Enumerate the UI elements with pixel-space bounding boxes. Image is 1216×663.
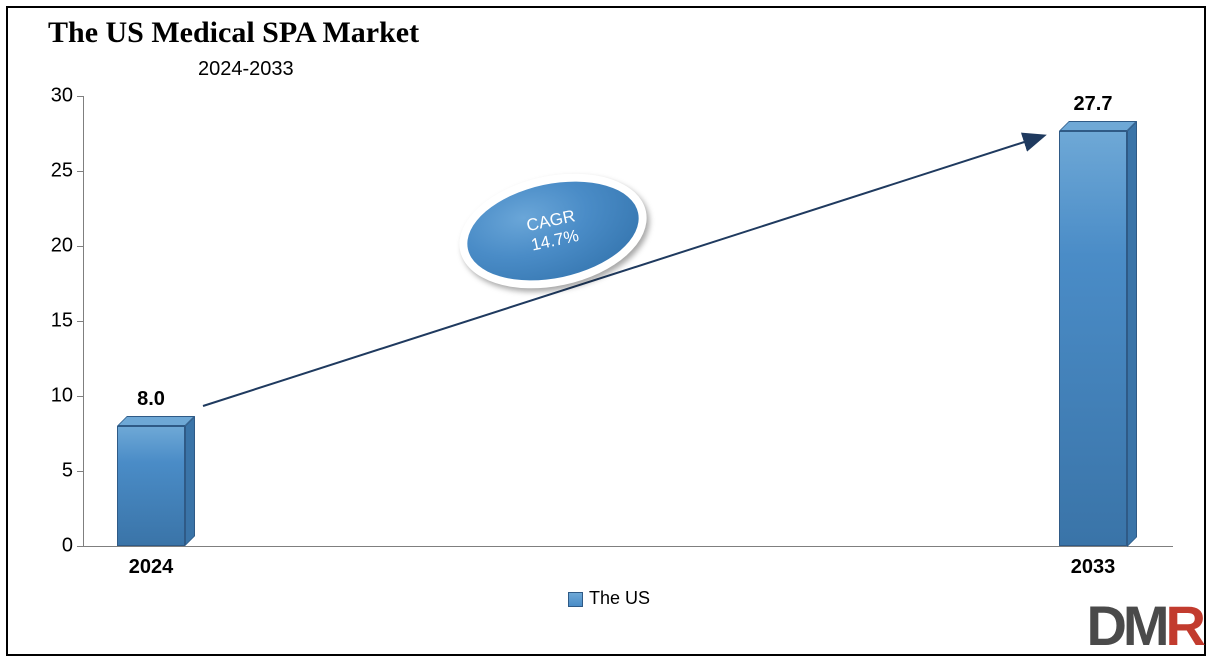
logo-letter-m: M <box>1123 594 1166 657</box>
y-tick-label: 15 <box>13 310 73 333</box>
legend-label: The US <box>589 588 650 608</box>
chart-title: The US Medical SPA Market <box>48 16 419 50</box>
y-tick-mark <box>77 246 83 247</box>
legend-swatch <box>568 592 583 607</box>
bar-top-face <box>1059 121 1137 131</box>
bar-side-face <box>1127 121 1137 547</box>
y-tick-label: 25 <box>13 160 73 183</box>
chart-subtitle: 2024-2033 <box>198 58 294 81</box>
y-tick-label: 0 <box>13 535 73 558</box>
legend: The US <box>568 588 650 609</box>
y-tick-mark <box>77 471 83 472</box>
y-tick-mark <box>77 321 83 322</box>
bar-side-face <box>185 416 195 546</box>
logo-letter-d: D <box>1086 594 1122 657</box>
bar <box>117 426 185 546</box>
bar-front-face <box>117 426 185 546</box>
bar-value-label: 8.0 <box>137 388 165 411</box>
y-tick-label: 10 <box>13 385 73 408</box>
plot-area: CAGR 14.7% 0510152025308.0202427.72033 <box>83 96 1173 546</box>
y-tick-mark <box>77 546 83 547</box>
bar-top-face <box>117 416 195 426</box>
bar-value-label: 27.7 <box>1074 93 1113 116</box>
y-tick-label: 20 <box>13 235 73 258</box>
bar <box>1059 131 1127 547</box>
y-tick-mark <box>77 171 83 172</box>
chart-frame: The US Medical SPA Market 2024-2033 CAGR… <box>6 6 1206 656</box>
x-category-label: 2024 <box>129 556 174 579</box>
bar-front-face <box>1059 131 1127 547</box>
y-tick-mark <box>77 396 83 397</box>
x-category-label: 2033 <box>1071 556 1116 579</box>
y-tick-mark <box>77 96 83 97</box>
y-axis-line <box>83 96 84 546</box>
y-tick-label: 30 <box>13 85 73 108</box>
y-tick-label: 5 <box>13 460 73 483</box>
logo-letter-r: R <box>1166 594 1202 657</box>
dmr-logo: DMR <box>1086 593 1202 658</box>
x-axis-line <box>83 546 1173 547</box>
